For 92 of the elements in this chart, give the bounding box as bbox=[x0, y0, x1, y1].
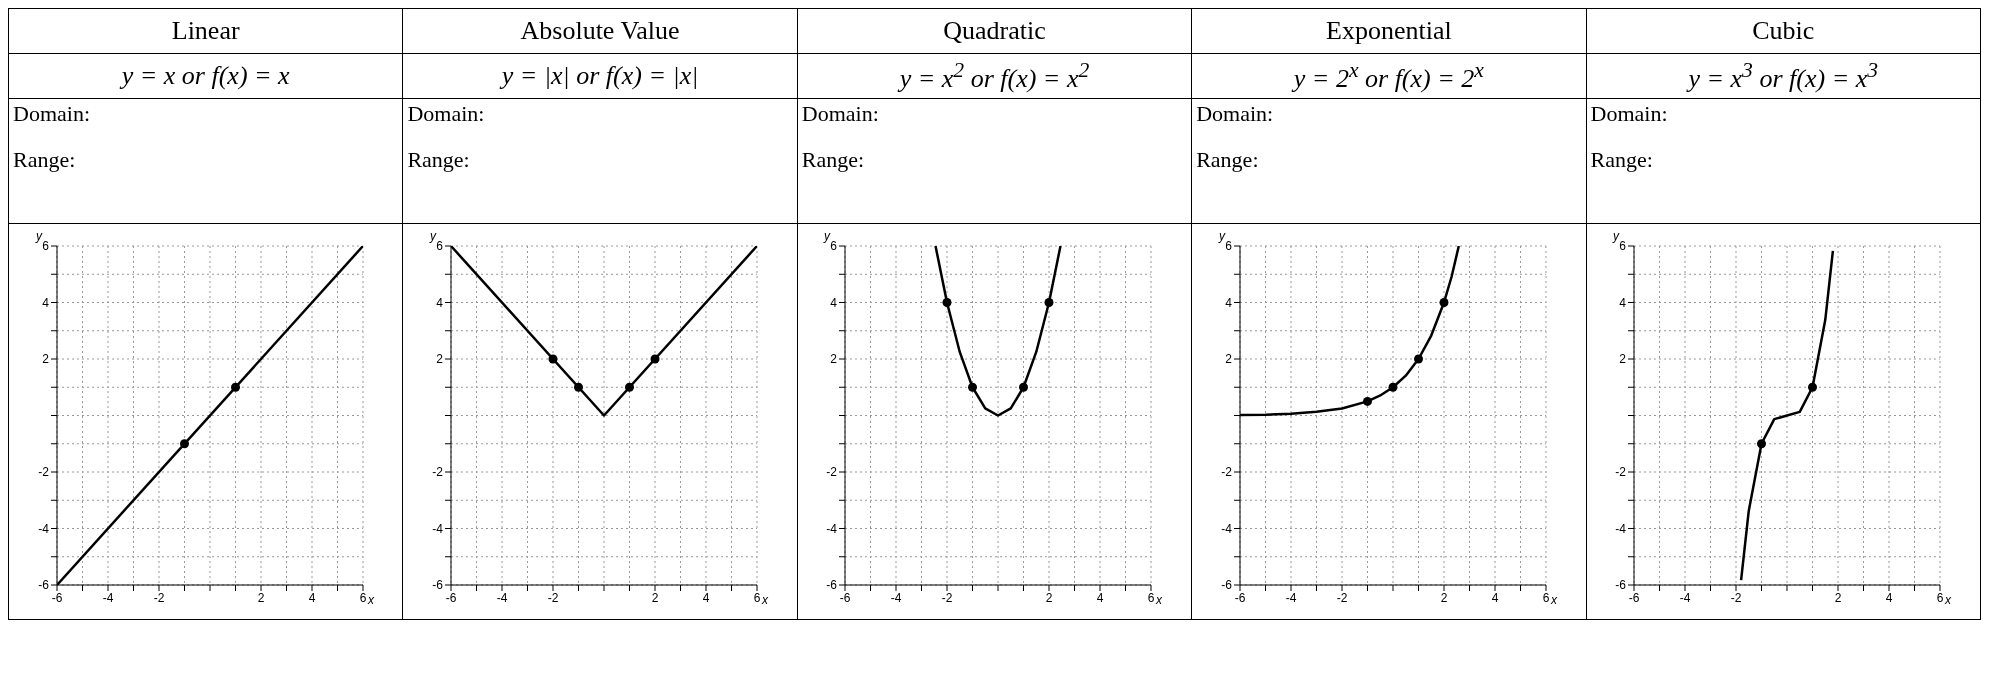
chart-subtitle: y = |x| or f(x) = |x| bbox=[402, 53, 798, 99]
line-series bbox=[1740, 249, 1835, 582]
y-tick-label: -2 bbox=[432, 465, 444, 480]
x-tick-label: 4 bbox=[1885, 590, 1893, 605]
x-axis-title: x bbox=[366, 593, 375, 608]
line-series bbox=[934, 246, 1063, 417]
y-tick-label: -2 bbox=[826, 465, 838, 480]
chart-title: Cubic bbox=[1586, 8, 1981, 54]
y-tick-label: -6 bbox=[826, 578, 838, 593]
text: Domain: bbox=[407, 101, 486, 127]
text: Domain: bbox=[1196, 101, 1275, 127]
x-tick-label: 6 bbox=[1936, 590, 1944, 605]
x-tick-label: 2 bbox=[1834, 590, 1842, 605]
x-tick-label: 2 bbox=[1440, 590, 1448, 605]
x-tick-label: 4 bbox=[1491, 590, 1499, 605]
y-tick-label: -6 bbox=[1221, 578, 1233, 593]
x-tick-label: 6 bbox=[1542, 590, 1550, 605]
x-tick-label: 2 bbox=[1046, 590, 1054, 605]
chart-title: Absolute Value bbox=[402, 8, 798, 54]
x-tick-label: -6 bbox=[840, 590, 852, 605]
y-tick-label: 6 bbox=[830, 239, 838, 254]
chart-title: Quadratic bbox=[797, 8, 1192, 54]
y-tick-label: -4 bbox=[1221, 521, 1233, 536]
text: Range: bbox=[407, 147, 471, 173]
y-tick-label: -6 bbox=[38, 578, 50, 593]
x-tick-label: -2 bbox=[547, 590, 559, 605]
chart-subtitle: y = x or f(x) = x bbox=[8, 53, 403, 99]
point bbox=[1439, 298, 1449, 307]
x-tick-label: 4 bbox=[1097, 590, 1105, 605]
x-tick-label: -4 bbox=[496, 590, 508, 605]
chart-subtitle: y = 2$^{x}$ or f(x) = 2$^{x}$ bbox=[1191, 53, 1587, 99]
y-tick-label: 6 bbox=[1225, 239, 1233, 254]
y-tick-label: 4 bbox=[830, 295, 838, 310]
y-tick-label: 4 bbox=[1225, 295, 1233, 310]
y-tick-label: 2 bbox=[830, 352, 838, 367]
chart-title: Linear bbox=[8, 8, 403, 54]
x-axis-title: x bbox=[1155, 593, 1164, 608]
x-tick-label: -4 bbox=[1679, 590, 1691, 605]
x-tick-label: 6 bbox=[1148, 590, 1156, 605]
point bbox=[1388, 382, 1398, 392]
y-tick-label: 6 bbox=[1619, 239, 1627, 254]
y-tick-label: 4 bbox=[1619, 295, 1627, 310]
point bbox=[1413, 354, 1423, 364]
y-tick-label: -4 bbox=[432, 521, 444, 536]
x-tick-label: -2 bbox=[1336, 590, 1348, 605]
y-tick-label: 6 bbox=[436, 239, 444, 254]
x-tick-label: -4 bbox=[1285, 590, 1297, 605]
x-tick-label: 6 bbox=[753, 590, 761, 605]
text: Domain: bbox=[13, 101, 91, 127]
x-tick-label: 6 bbox=[359, 590, 367, 605]
text: Range: bbox=[801, 147, 866, 173]
text: Range: bbox=[1196, 147, 1260, 173]
x-tick-label: 2 bbox=[257, 590, 265, 605]
x-tick-label: -4 bbox=[102, 590, 114, 605]
y-axis-title: y bbox=[1217, 229, 1226, 243]
x-tick-label: 2 bbox=[651, 590, 659, 605]
y-tick-label: -4 bbox=[38, 521, 50, 536]
x-axis-title: x bbox=[761, 593, 770, 608]
y-tick-label: -4 bbox=[826, 521, 838, 536]
x-tick-label: -2 bbox=[1730, 590, 1742, 605]
x-axis-title: x bbox=[1549, 593, 1558, 608]
text: Domain: bbox=[1590, 101, 1669, 127]
chart-subtitle: y = x$^{2}$ or f(x) = x$^{2}$ bbox=[797, 53, 1192, 99]
x-tick-label: -4 bbox=[891, 590, 903, 605]
text: Domain: bbox=[801, 101, 880, 127]
y-axis-title: y bbox=[34, 229, 43, 243]
y-tick-label: 2 bbox=[1225, 352, 1233, 367]
y-tick-label: -6 bbox=[432, 578, 444, 593]
y-tick-label: 4 bbox=[436, 295, 444, 310]
chart-subtitle: y = x$^{3}$ or f(x) = x$^{3}$ bbox=[1586, 53, 1981, 99]
x-tick-label: 4 bbox=[308, 590, 316, 605]
x-axis-title: x bbox=[1944, 593, 1953, 608]
x-tick-label: 4 bbox=[702, 590, 710, 605]
text: Range: bbox=[1590, 147, 1654, 173]
x-tick-label: -2 bbox=[942, 590, 954, 605]
y-tick-label: -6 bbox=[1615, 578, 1627, 593]
text: Range: bbox=[13, 147, 77, 173]
y-tick-label: 2 bbox=[42, 352, 49, 367]
chart-title: Exponential bbox=[1191, 8, 1587, 54]
y-tick-label: 6 bbox=[42, 239, 49, 254]
y-tick-label: -4 bbox=[1615, 521, 1627, 536]
point bbox=[1362, 396, 1372, 406]
y-axis-title: y bbox=[823, 229, 832, 243]
y-tick-label: -2 bbox=[38, 465, 50, 480]
y-tick-label: 2 bbox=[1619, 352, 1627, 367]
y-tick-label: 4 bbox=[42, 295, 49, 310]
y-tick-label: -2 bbox=[1615, 465, 1627, 480]
y-axis-title: y bbox=[429, 229, 438, 243]
y-axis-title: y bbox=[1612, 229, 1621, 243]
x-tick-label: -2 bbox=[153, 590, 165, 605]
y-tick-label: -2 bbox=[1221, 465, 1233, 480]
y-tick-label: 2 bbox=[436, 352, 444, 367]
